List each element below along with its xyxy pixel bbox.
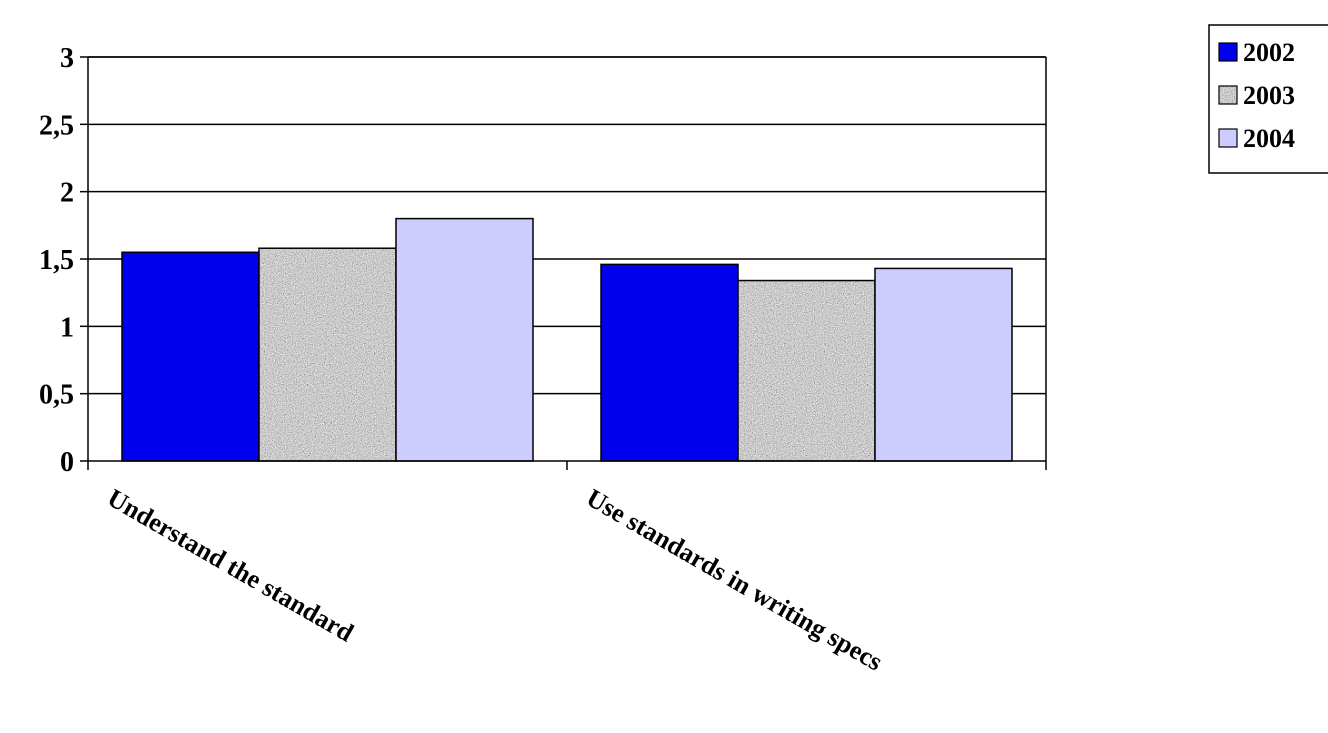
- bar-2004-1: [874, 267, 1013, 462]
- y-tick-label: 3: [60, 43, 74, 74]
- y-tick-label: 2: [60, 178, 74, 209]
- legend-swatch-2003: [1218, 85, 1238, 105]
- bar-2003-0: [258, 247, 397, 462]
- legend: 2002 2003 2004: [1208, 24, 1328, 174]
- legend-label: 2004: [1243, 124, 1295, 153]
- legend-label: 2002: [1243, 38, 1295, 67]
- bar-2004-0: [395, 217, 534, 462]
- axes: [80, 56, 1047, 470]
- x-category-label: Understand the standard: [103, 483, 359, 648]
- bar-2002-0: [121, 251, 260, 462]
- legend-swatch-2002: [1218, 42, 1238, 62]
- legend-swatch-2004: [1218, 128, 1238, 148]
- legend-label: 2003: [1243, 81, 1295, 110]
- bars: [121, 217, 1013, 462]
- y-tick-label: 2,5: [39, 110, 74, 141]
- bar-2003-1: [737, 279, 876, 462]
- bar-2002-1: [600, 263, 739, 462]
- y-tick-label: 1,5: [39, 245, 74, 276]
- y-tick-label: 0,5: [39, 380, 74, 411]
- y-tick-label: 1: [60, 312, 74, 343]
- y-tick-label: 0: [60, 447, 74, 478]
- x-category-label: Use standards in writing specs: [582, 483, 888, 676]
